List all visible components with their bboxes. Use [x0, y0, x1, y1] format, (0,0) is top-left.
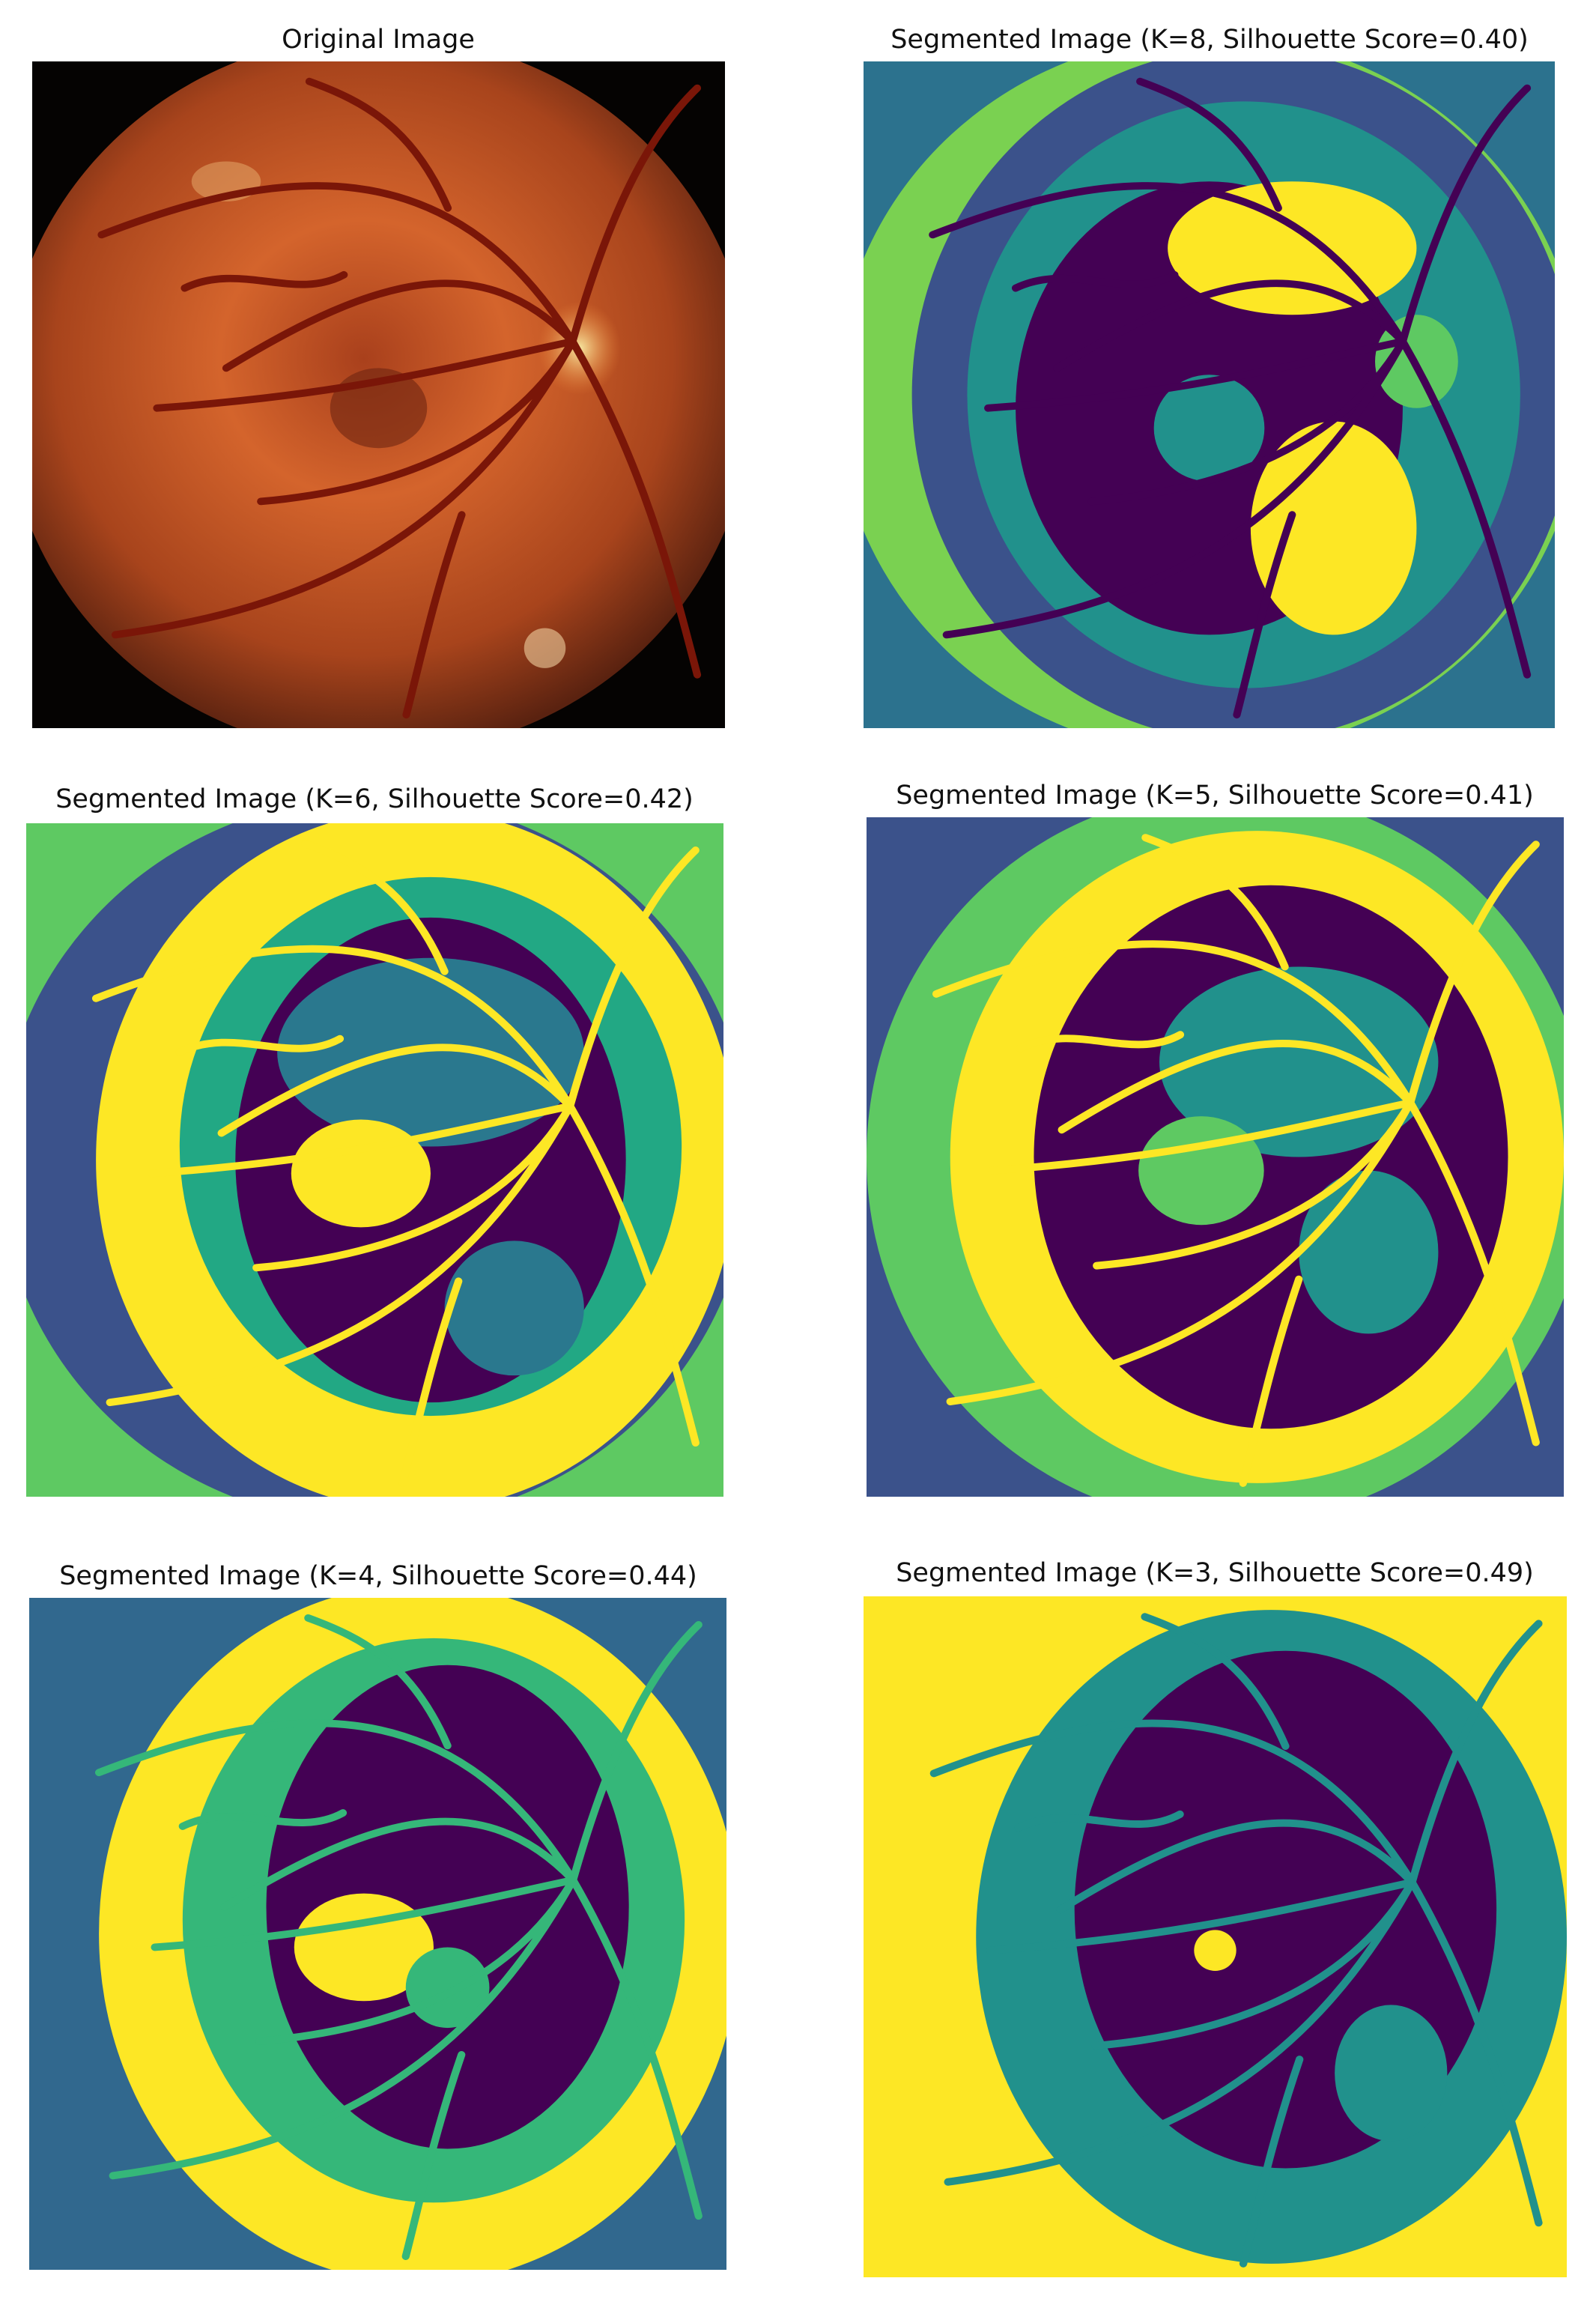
original-image — [32, 61, 725, 728]
panel-title: Segmented Image (K=6, Silhouette Score=0… — [55, 784, 694, 814]
segmented-image — [864, 61, 1555, 728]
panel-title: Segmented Image (K=5, Silhouette Score=0… — [896, 781, 1534, 811]
panel-title: Segmented Image (K=4, Silhouette Score=0… — [59, 1561, 697, 1591]
segmented-image — [867, 817, 1564, 1497]
panel-title: Segmented Image (K=8, Silhouette Score=0… — [890, 25, 1529, 55]
segmented-image — [26, 823, 723, 1497]
panel-title: Original Image — [282, 25, 475, 55]
segmented-image — [864, 1596, 1567, 2277]
panel-title: Segmented Image (K=3, Silhouette Score=0… — [896, 1558, 1534, 1588]
segmented-image — [29, 1598, 726, 2270]
